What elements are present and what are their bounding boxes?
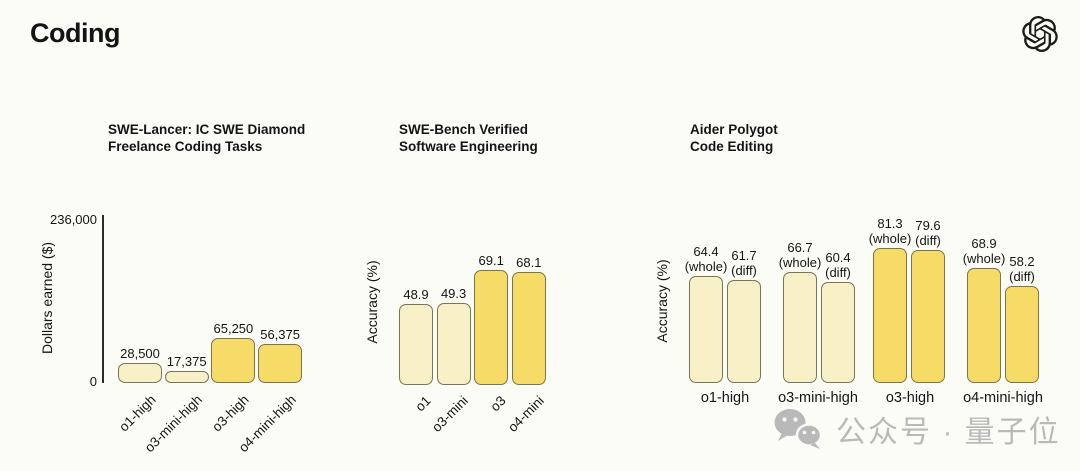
x-tick-label: o4-mini-high (963, 390, 1043, 406)
y-axis-line (102, 215, 104, 383)
watermark: 公众号 · 量子位 (772, 407, 1061, 451)
bar-value-label: 28,500 (120, 346, 160, 362)
bar (211, 337, 256, 383)
x-tick-text: o1 (412, 393, 434, 415)
bar-value-label: 81.3 (whole) (869, 216, 912, 246)
bar-value-suffix: (whole) (778, 254, 822, 270)
x-tick-label: o3-high (885, 390, 935, 406)
bar-value-label: 79.6 (diff) (915, 218, 941, 248)
bar-value-label: 65,250 (213, 320, 254, 336)
y-axis-label-accuracy-1: Accuracy (%) (364, 260, 380, 344)
bar (873, 247, 907, 383)
chart-title-swe-lancer: SWE-Lancer: IC SWE Diamond Freelance Cod… (108, 121, 305, 155)
bar (967, 268, 1001, 383)
bar-value-suffix: (diff) (825, 265, 851, 281)
bar (821, 282, 855, 383)
bar-value-label: 69.1 (478, 252, 504, 268)
chart-title-line: Freelance Coding Tasks (108, 139, 263, 154)
bar (1005, 286, 1039, 383)
x-tick-text: o3-mini (429, 393, 472, 435)
bar-value-suffix: (whole) (868, 230, 912, 246)
y-tick-zero: 0 (89, 374, 97, 389)
bar (911, 250, 945, 383)
bar-value-number: 68.9 (971, 236, 997, 252)
bar-value-suffix: (diff) (731, 263, 757, 279)
chart-title-line: Code Editing (690, 139, 774, 154)
page-title: Coding (30, 18, 120, 48)
bar-value-number: 60.4 (825, 250, 851, 266)
bar (727, 280, 761, 383)
bar-value-label: 56,375 (260, 326, 300, 342)
chart-title-line: SWE-Bench Verified (399, 122, 529, 137)
y-axis-label-dollars: Dollars earned ($) (39, 241, 55, 355)
x-tick-text: o3 (487, 393, 509, 415)
x-tick-text: o3-high (209, 392, 252, 435)
bar (436, 302, 471, 385)
bar (783, 271, 817, 383)
bar-value-label: 68.1 (516, 254, 542, 270)
openai-logo-icon (1022, 16, 1058, 53)
bar (164, 370, 209, 383)
bar-value-number: 81.3 (877, 215, 903, 231)
x-tick-text: o4-mini (504, 393, 547, 435)
x-tick-text: o1-high (116, 392, 159, 435)
wechat-icon (774, 409, 823, 449)
bar (258, 343, 303, 383)
bar-value-label: 49.3 (440, 285, 467, 301)
bar-value-number: 66.7 (787, 239, 813, 255)
bar-value-label: 48.9 (403, 286, 429, 302)
y-tick-max: 236,000 (50, 212, 97, 227)
bar-value-label: 60.4 (diff) (825, 250, 851, 280)
bar-value-number: 58.2 (1009, 254, 1035, 270)
bar-value-label: 61.7 (diff) (731, 248, 757, 278)
chart-title-swe-bench: SWE-Bench Verified Software Engineering (399, 121, 538, 155)
bar-value-number: 64.4 (693, 243, 719, 259)
x-tick-label: o1-high (700, 390, 750, 406)
chart-title-aider: Aider Polygot Code Editing (690, 121, 778, 155)
bar-value-suffix: (diff) (915, 233, 941, 249)
bar (474, 269, 509, 385)
watermark-text: 公众号 · 量子位 (836, 416, 1061, 449)
bar-value-suffix: (diff) (1009, 269, 1035, 285)
bar-value-label: 17,375 (166, 353, 207, 369)
bar-value-number: 79.6 (915, 218, 941, 234)
bar (689, 275, 723, 383)
bar-value-label: 64.4 (whole) (685, 244, 728, 274)
bar-value-label: 68.9 (whole) (963, 236, 1006, 266)
bar-value-label: 66.7 (whole) (779, 240, 822, 270)
y-axis-label-accuracy-2: Accuracy (%) (654, 259, 670, 343)
bar (118, 363, 162, 383)
chart-title-line: SWE-Lancer: IC SWE Diamond (108, 122, 306, 137)
x-tick-label: o3-mini-high (778, 390, 858, 406)
chart-title-line: Software Engineering (399, 139, 538, 154)
bar-value-number: 61.7 (731, 248, 757, 264)
bar (399, 303, 433, 385)
bar-value-suffix: (whole) (962, 251, 1006, 267)
bar-value-suffix: (whole) (684, 258, 728, 274)
bar (511, 271, 546, 385)
bar-value-label: 58.2 (diff) (1009, 254, 1035, 284)
chart-title-line: Aider Polygot (690, 122, 778, 137)
